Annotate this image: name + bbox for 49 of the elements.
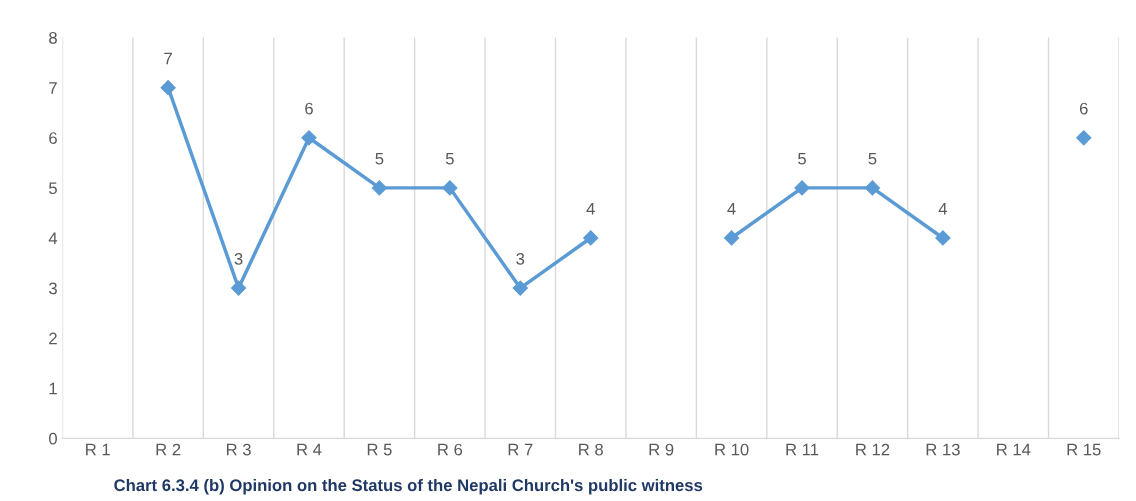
point bbox=[442, 180, 458, 196]
y-tick-label: 1 bbox=[49, 382, 57, 395]
data-label: 5 bbox=[868, 152, 877, 165]
y-tick-label: 8 bbox=[49, 31, 57, 44]
x-tick-label: R 15 bbox=[1067, 443, 1101, 456]
data-label: 6 bbox=[1079, 102, 1088, 115]
data-label: 3 bbox=[516, 252, 525, 265]
x-tick-label: R 14 bbox=[997, 443, 1031, 456]
point bbox=[301, 130, 317, 146]
point bbox=[794, 180, 810, 196]
point bbox=[160, 80, 176, 96]
text: Chart 6.3.4 (b) Opinion on the Status of the Nepali Church's public witness bbox=[114, 478, 703, 495]
data-label: 4 bbox=[938, 203, 948, 215]
point bbox=[1076, 130, 1092, 146]
point bbox=[724, 230, 740, 246]
data-label: 5 bbox=[445, 152, 454, 165]
x-tick-label: R 8 bbox=[579, 443, 603, 456]
x-tick-label: R 7 bbox=[508, 443, 533, 456]
data-label: 5 bbox=[798, 152, 806, 165]
y-tick-label: 6 bbox=[49, 132, 57, 144]
point bbox=[583, 230, 599, 246]
x-tick-label: R 3 bbox=[226, 443, 251, 456]
x-tick-label: R 6 bbox=[438, 443, 463, 456]
data-label: 4 bbox=[727, 203, 736, 215]
x-tick-label: R 12 bbox=[856, 443, 890, 456]
point bbox=[935, 230, 951, 246]
x-tick-label: R 13 bbox=[926, 443, 960, 456]
x-tick-label: R 11 bbox=[786, 443, 819, 456]
data-label: 7 bbox=[164, 52, 172, 65]
point bbox=[371, 180, 387, 196]
y-tick-label: 3 bbox=[48, 282, 57, 295]
x-tick-label: R 2 bbox=[156, 443, 181, 456]
data-label: 4 bbox=[586, 203, 595, 215]
y-tick-label: 2 bbox=[49, 332, 57, 345]
x-tick-label: R 4 bbox=[297, 443, 322, 456]
point bbox=[512, 280, 528, 296]
x-tick-label: R 1 bbox=[86, 443, 110, 456]
y-tick-label: 5 bbox=[49, 182, 57, 195]
y-tick-label: 0 bbox=[49, 432, 57, 445]
data-label: 3 bbox=[234, 252, 243, 265]
data-label: 6 bbox=[305, 102, 313, 115]
y-tick-label: 4 bbox=[48, 232, 58, 245]
x-tick-label: R 10 bbox=[715, 443, 749, 456]
x-tick-label: R 9 bbox=[649, 443, 674, 456]
point bbox=[230, 280, 247, 296]
x-tick-label: R 5 bbox=[367, 443, 392, 456]
y-tick-label: 7 bbox=[49, 82, 57, 94]
point bbox=[864, 180, 881, 196]
data-label: 5 bbox=[375, 152, 384, 165]
